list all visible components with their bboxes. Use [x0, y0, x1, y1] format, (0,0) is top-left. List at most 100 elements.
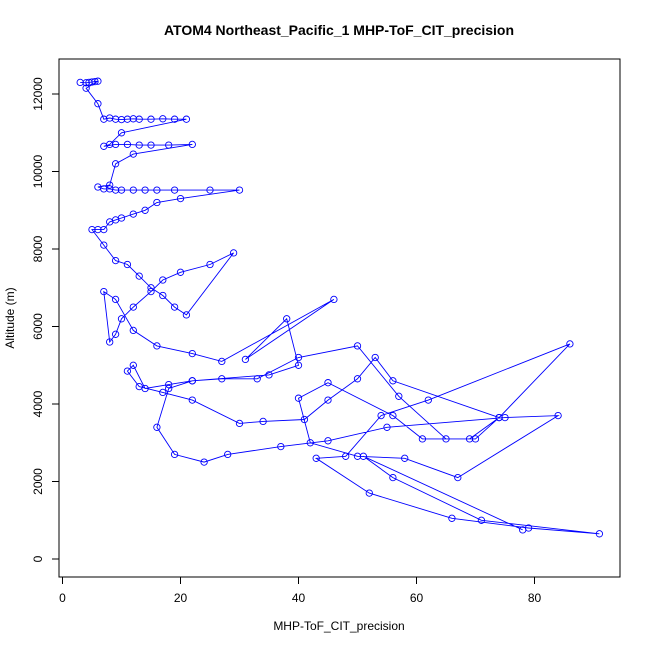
- data-point: [129, 150, 137, 158]
- data-point: [76, 78, 84, 87]
- data-point: [111, 140, 120, 149]
- data-point: [324, 379, 332, 387]
- data-point: [471, 435, 480, 443]
- data-point: [229, 249, 238, 257]
- data-point: [129, 115, 137, 123]
- data-point: [448, 514, 456, 522]
- data-point: [176, 194, 185, 203]
- data-point: [82, 84, 90, 92]
- x-tick-label: 80: [528, 591, 542, 605]
- data-point: [259, 417, 267, 426]
- data-point: [371, 353, 379, 362]
- data-point: [141, 186, 149, 194]
- data-point: [135, 115, 143, 123]
- data-point: [111, 186, 120, 194]
- data-point: [170, 303, 179, 311]
- data-point: [218, 375, 226, 383]
- data-point: [182, 311, 191, 319]
- data-point: [566, 340, 574, 348]
- y-tick-label: 6000: [31, 313, 45, 340]
- data-point: [129, 361, 137, 369]
- data-point: [94, 100, 102, 108]
- data-point: [129, 326, 137, 335]
- data-point: [170, 186, 179, 194]
- data-point: [111, 115, 120, 123]
- data-point: [300, 415, 309, 424]
- data-point: [88, 225, 96, 234]
- data-point: [170, 450, 179, 459]
- data-point: [123, 140, 132, 149]
- data-point: [106, 338, 114, 346]
- data-point: [554, 411, 562, 420]
- data-point: [188, 140, 196, 149]
- data-point: [206, 260, 214, 269]
- data-point: [188, 396, 196, 404]
- chart-title: ATOM4 Northeast_Pacific_1 MHP-ToF_CIT_pr…: [164, 22, 514, 38]
- data-point: [324, 396, 332, 404]
- data-point: [365, 489, 373, 497]
- data-point: [111, 330, 120, 338]
- data-point: [342, 452, 350, 460]
- series-line: [80, 80, 600, 535]
- data-point: [377, 411, 385, 420]
- x-axis: 0 20 40 60 80: [59, 576, 542, 605]
- y-axis: 0 2000 4000 6000 8000 10000 12000: [31, 77, 60, 562]
- data-point: [418, 435, 427, 443]
- data-point: [165, 141, 173, 149]
- data-point: [147, 115, 155, 123]
- data-point: [218, 357, 226, 366]
- data-point: [294, 353, 303, 362]
- data-point: [294, 394, 303, 402]
- data-point: [383, 423, 391, 431]
- data-point: [277, 442, 285, 451]
- data-point: [330, 295, 338, 304]
- x-axis-label: MHP-ToF_CIT_precision: [273, 619, 404, 633]
- y-axis-label: Altitude (m): [3, 287, 17, 348]
- data-point: [106, 181, 114, 189]
- y-tick-label: 2000: [31, 468, 45, 495]
- data-point: [265, 371, 273, 379]
- data-point: [401, 454, 409, 462]
- data-point: [135, 141, 143, 149]
- y-tick-label: 0: [31, 555, 45, 562]
- x-tick-label: 0: [59, 591, 66, 605]
- data-point: [224, 450, 232, 459]
- data-point: [153, 198, 161, 207]
- data-point: [170, 115, 179, 123]
- data-point: [100, 225, 108, 234]
- data-point: [165, 380, 173, 389]
- data-point: [395, 392, 403, 400]
- data-point: [159, 388, 167, 397]
- data-point: [389, 411, 397, 420]
- x-tick-label: 40: [292, 591, 306, 605]
- data-point: [353, 342, 362, 350]
- data-point: [442, 435, 450, 443]
- data-point: [465, 435, 474, 443]
- data-point: [359, 452, 368, 460]
- x-tick-label: 20: [174, 591, 188, 605]
- data-point: [111, 256, 120, 265]
- data-point: [100, 185, 108, 193]
- data-point: [235, 419, 244, 428]
- y-tick-label: 4000: [31, 390, 45, 417]
- data-point: [389, 473, 397, 482]
- data-point: [123, 115, 132, 123]
- data-point: [188, 377, 196, 385]
- data-point: [477, 516, 486, 524]
- data-point: [353, 452, 362, 460]
- data-point: [129, 186, 137, 194]
- y-tick-label: 8000: [31, 235, 45, 262]
- data-point: [200, 458, 208, 466]
- data-point: [123, 260, 132, 269]
- data-point: [117, 315, 126, 323]
- data-point: [100, 241, 108, 249]
- data-point: [165, 384, 173, 393]
- data-series: [76, 77, 604, 538]
- data-point: [495, 413, 503, 422]
- data-point: [159, 291, 167, 300]
- data-point: [153, 342, 161, 350]
- data-point: [188, 349, 196, 358]
- data-point: [424, 396, 432, 404]
- data-point: [324, 437, 332, 445]
